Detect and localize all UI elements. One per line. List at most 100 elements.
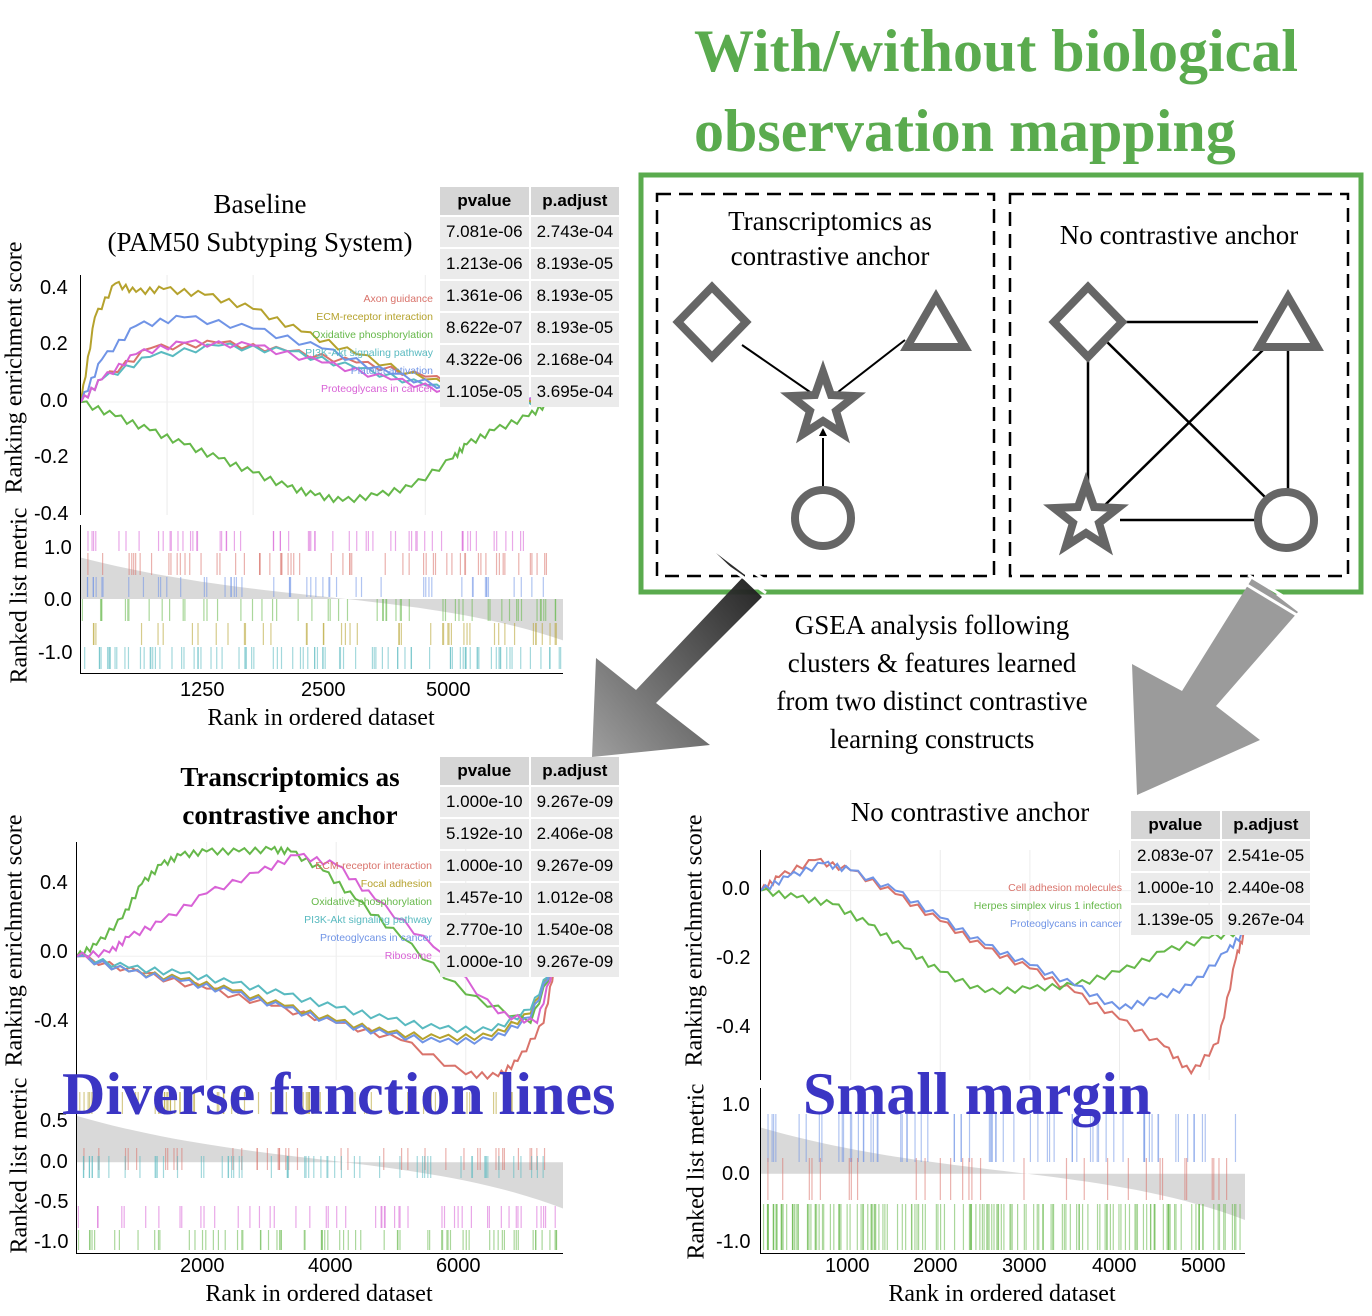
series-line: [77, 852, 558, 1025]
series-line: [761, 860, 1245, 1011]
star-icon: [1043, 471, 1129, 556]
cell: 1.213e-06: [440, 249, 529, 279]
col-header: pvalue: [440, 187, 529, 215]
chart3-ylabel: Ranking enrichment score: [681, 814, 708, 1067]
table-row: 1.000e-10 9.267e-09: [440, 787, 620, 817]
chart2-xtick: 4000: [308, 1255, 353, 1277]
chart3-panel: [760, 850, 1245, 1080]
left-box-title: Transcriptomics as contrastive anchor: [728, 206, 932, 271]
chart1-title-line: (PAM50 Subtyping System): [107, 227, 413, 257]
chart3-mtick: 1.0: [722, 1094, 750, 1116]
diamond-icon: [672, 281, 752, 363]
cell: 1.000e-10: [440, 851, 529, 881]
circle-icon: [1254, 488, 1318, 552]
chart2-pvalue-table: pvalue p.adjust 1.000e-10 9.267e-09 5.192e…: [438, 755, 621, 979]
cell: 1.361e-06: [440, 281, 529, 311]
chart1-ytick: 0.0: [40, 390, 68, 412]
cell: 9.267e-04: [1221, 905, 1311, 935]
legend-entry: Cell adhesion molecules: [1008, 882, 1122, 894]
chart1-lines: [81, 275, 563, 515]
chart3-mtick: -1.0: [716, 1231, 751, 1253]
caption-line: learning constructs: [829, 724, 1035, 754]
legend-entry: Platelet activation: [350, 365, 433, 377]
cell: 8.193e-05: [530, 249, 620, 279]
cell: 9.267e-09: [530, 851, 620, 881]
series-line: [81, 280, 550, 404]
chart2-xtick: 6000: [436, 1255, 481, 1277]
legend-entry: Axon guidance: [363, 293, 433, 305]
chart3-metric-ylabel: Ranked list metric: [683, 1083, 710, 1260]
legend-entry: ECM-receptor interaction: [316, 311, 433, 323]
cell: 1.000e-10: [440, 947, 529, 977]
chart1-xtick: 5000: [426, 679, 471, 701]
cell: 1.012e-08: [530, 883, 620, 913]
cell: 1.139e-05: [1131, 905, 1220, 935]
chart2-mtick: -0.5: [34, 1191, 69, 1213]
col-header: p.adjust: [530, 187, 620, 215]
cell: 2.168e-04: [530, 345, 620, 375]
chart3-metric-svg: [761, 1114, 1245, 1250]
chart1-title: Baseline (PAM50 Subtyping System): [60, 185, 460, 261]
table-row: 1.000e-10 9.267e-09: [440, 851, 620, 881]
col-header: p.adjust: [530, 757, 620, 785]
chart2-xtick: 2000: [180, 1255, 225, 1277]
cell: 9.267e-09: [530, 947, 620, 977]
chart1-pvalue-table: pvalue p.adjust 7.081e-06 2.743e-04 1.213e…: [438, 185, 621, 409]
right-arrow: [1132, 577, 1298, 795]
chart3-xtick: 4000: [1092, 1255, 1137, 1277]
table-row: 1.213e-06 8.193e-05: [440, 249, 620, 279]
legend-entry: PI3K-Akt signaling pathway: [304, 914, 432, 926]
chart1-title-line: Baseline: [213, 189, 307, 219]
chart3-xlabel: Rank in ordered dataset: [888, 1281, 1116, 1307]
chart2-metric-svg: [77, 1092, 563, 1250]
chart3-xtick: 5000: [1181, 1255, 1226, 1277]
cell: 9.267e-09: [530, 787, 620, 817]
chart2-mtick: 0.5: [40, 1110, 68, 1132]
chart2-lines: [77, 842, 563, 1080]
cell: 2.406e-08: [530, 819, 620, 849]
col-header: pvalue: [1131, 811, 1220, 839]
chart3-xtick: 1000: [825, 1255, 870, 1277]
chart1-xtick: 1250: [180, 679, 225, 701]
legend-entry: Herpes simplex virus 1 infection: [973, 900, 1122, 912]
table-row: 1.457e-10 1.012e-08: [440, 883, 620, 913]
caption-line: from two distinct contrastive: [776, 686, 1088, 716]
chart3-mtick: 0.0: [722, 1163, 750, 1185]
chart2-ytick: 0.0: [40, 941, 68, 963]
chart3-lines: [761, 850, 1245, 1080]
cell: 2.440e-08: [1221, 873, 1311, 903]
table-row: 7.081e-06 2.743e-04: [440, 217, 620, 247]
left-dashed-box: [655, 192, 996, 578]
legend-entry: ECM-receptor interaction: [315, 860, 432, 872]
cell: 8.193e-05: [530, 281, 620, 311]
series-line: [77, 845, 558, 1025]
chart2-mtick: -1.0: [34, 1231, 69, 1253]
table-row: 2.770e-10 1.540e-08: [440, 915, 620, 945]
cell: 4.322e-06: [440, 345, 529, 375]
chart3-ytick: 0.0: [722, 878, 750, 900]
chart2-mtick: 0.0: [40, 1151, 68, 1173]
callout-small-margin: Small margin: [803, 1061, 1152, 1127]
legend-entry: Oxidative phosphorylation: [312, 329, 433, 341]
chart2-metric-panel: [76, 1088, 563, 1254]
table-row: 1.139e-05 9.267e-04: [1131, 905, 1311, 935]
chart1-ytick: -0.2: [34, 446, 69, 468]
cell: 1.105e-05: [440, 377, 529, 407]
chart1-metric-ylabel: Ranked list metric: [6, 507, 33, 684]
cell: 7.081e-06: [440, 217, 529, 247]
legend-entry: Proteoglycans in cancer: [1009, 918, 1122, 930]
chart1-mtick: -1.0: [38, 642, 73, 664]
chart2-ytick: 0.4: [40, 872, 68, 894]
chart3-metric-panel: [760, 1088, 1245, 1254]
metric-area: [81, 557, 563, 641]
diamond-icon: [1048, 281, 1128, 363]
chart2-legend: ECM-receptor interaction Focal adhesion …: [250, 857, 432, 965]
chart1-xlabel: Rank in ordered dataset: [207, 705, 435, 731]
table-row: 1.361e-06 8.193e-05: [440, 281, 620, 311]
chart2-title-line: contrastive anchor: [182, 800, 398, 830]
series-line: [81, 400, 550, 504]
chart1-legend: Axon guidance ECM-receptor interaction O…: [250, 290, 433, 398]
cell: 2.770e-10: [440, 915, 529, 945]
cell: 8.193e-05: [530, 313, 620, 343]
right-box-title: No contrastive anchor: [1059, 220, 1299, 250]
